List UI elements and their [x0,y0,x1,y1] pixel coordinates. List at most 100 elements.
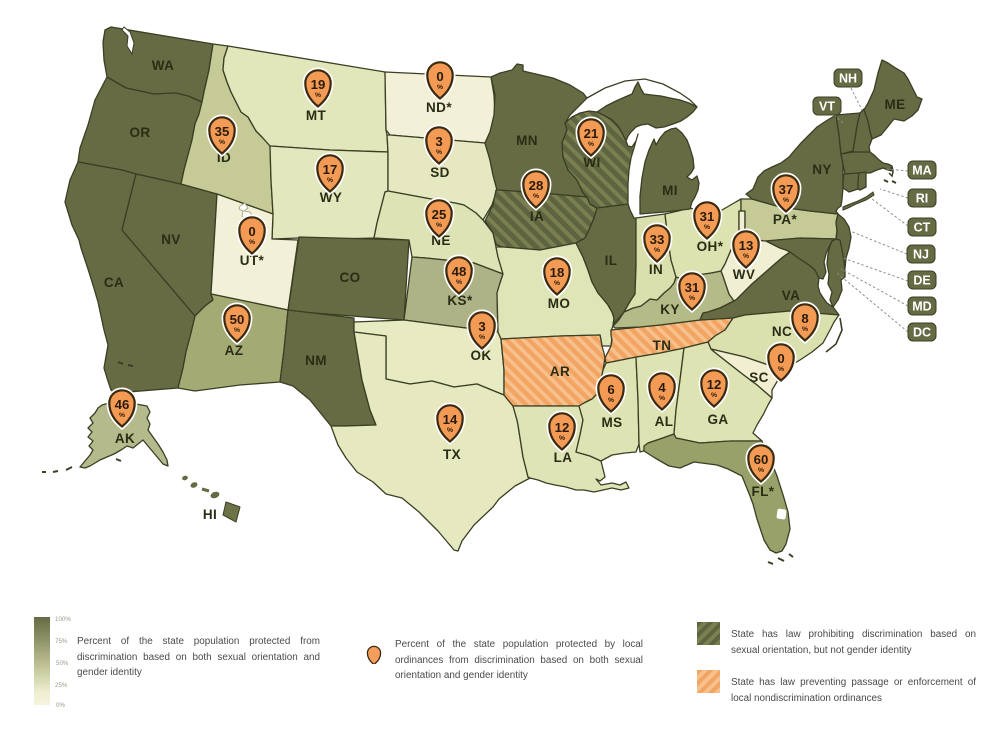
svg-text:NM: NM [305,353,327,368]
svg-text:%: % [783,197,789,204]
svg-text:%: % [447,427,453,434]
svg-text:%: % [802,326,808,333]
svg-text:NY: NY [812,162,832,177]
svg-text:%: % [437,84,443,91]
svg-text:%: % [479,334,485,341]
svg-text:3: 3 [435,134,442,149]
svg-text:%: % [234,327,240,334]
svg-text:19: 19 [311,77,326,92]
svg-text:%: % [533,193,539,200]
svg-text:4: 4 [658,380,666,395]
svg-text:WY: WY [320,190,343,205]
svg-text:LA: LA [554,450,573,465]
svg-text:KY: KY [660,302,680,317]
svg-text:PA*: PA* [773,212,798,227]
svg-text:%: % [778,366,784,373]
svg-text:CO: CO [339,270,360,285]
svg-text:AR: AR [550,364,570,379]
svg-text:25: 25 [432,207,447,222]
svg-text:NC: NC [772,324,792,339]
svg-text:48: 48 [452,264,467,279]
svg-text:ND*: ND* [426,100,452,115]
svg-text:%: % [758,467,764,474]
svg-text:DC: DC [913,326,931,340]
svg-text:%: % [554,280,560,287]
svg-text:SD: SD [430,165,450,180]
svg-text:31: 31 [685,280,700,295]
svg-text:12: 12 [707,377,722,392]
svg-text:14: 14 [443,412,458,427]
svg-text:WI: WI [583,155,600,170]
svg-text:%: % [659,395,665,402]
svg-text:GA: GA [707,412,728,427]
svg-text:%: % [689,295,695,302]
svg-text:UT*: UT* [240,253,265,268]
svg-text:OH*: OH* [697,239,724,254]
svg-text:OK: OK [470,348,491,363]
svg-text:MS: MS [601,415,622,430]
svg-text:60: 60 [754,452,769,467]
svg-text:%: % [456,279,462,286]
svg-text:18: 18 [550,265,565,280]
svg-text:NH: NH [839,72,857,86]
svg-text:0: 0 [777,351,784,366]
svg-text:IL: IL [605,253,618,268]
svg-text:8: 8 [801,311,808,326]
svg-text:%: % [249,239,255,246]
svg-text:NV: NV [161,232,181,247]
svg-text:MN: MN [516,133,538,148]
svg-text:17: 17 [323,162,338,177]
svg-text:MI: MI [662,183,678,198]
svg-text:%: % [608,397,614,404]
svg-text:12: 12 [555,420,570,435]
svg-text:IN: IN [649,262,663,277]
svg-text:TN: TN [653,338,672,353]
svg-text:21: 21 [584,126,599,141]
svg-text:AZ: AZ [225,343,244,358]
svg-text:MA: MA [912,164,931,178]
svg-text:VA: VA [782,288,801,303]
svg-text:%: % [436,222,442,229]
svg-text:MO: MO [548,296,571,311]
svg-text:0: 0 [436,69,443,84]
svg-text:DE: DE [913,274,930,288]
svg-text:31: 31 [700,209,715,224]
svg-text:%: % [559,435,565,442]
svg-text:MT: MT [306,108,327,123]
svg-text:28: 28 [529,178,544,193]
svg-text:FL*: FL* [752,484,775,499]
svg-text:VT: VT [819,100,835,114]
svg-text:KS*: KS* [447,293,473,308]
svg-text:%: % [219,139,225,146]
svg-text:%: % [588,141,594,148]
svg-text:6: 6 [607,382,614,397]
svg-text:AL: AL [655,414,674,429]
svg-text:50: 50 [230,312,245,327]
svg-text:SC: SC [749,370,769,385]
svg-text:%: % [119,412,125,419]
svg-text:TX: TX [443,447,461,462]
svg-text:WV: WV [733,267,756,282]
svg-text:IA: IA [530,209,544,224]
svg-text:33: 33 [650,232,665,247]
svg-text:RI: RI [916,192,929,206]
svg-text:35: 35 [215,124,230,139]
svg-text:37: 37 [779,182,794,197]
svg-text:0: 0 [248,224,255,239]
svg-text:HI: HI [203,507,217,522]
svg-text:%: % [654,247,660,254]
svg-text:%: % [743,253,749,260]
svg-text:WA: WA [152,58,175,73]
svg-text:%: % [711,392,717,399]
svg-text:OR: OR [129,125,150,140]
svg-text:NJ: NJ [913,248,929,262]
svg-text:MD: MD [912,300,931,314]
svg-text:13: 13 [739,238,754,253]
svg-text:%: % [327,177,333,184]
svg-text:%: % [315,92,321,99]
svg-text:AK: AK [115,431,135,446]
svg-text:3: 3 [478,319,485,334]
svg-text:CT: CT [914,221,931,235]
svg-text:ME: ME [884,97,905,112]
svg-text:46: 46 [115,397,130,412]
